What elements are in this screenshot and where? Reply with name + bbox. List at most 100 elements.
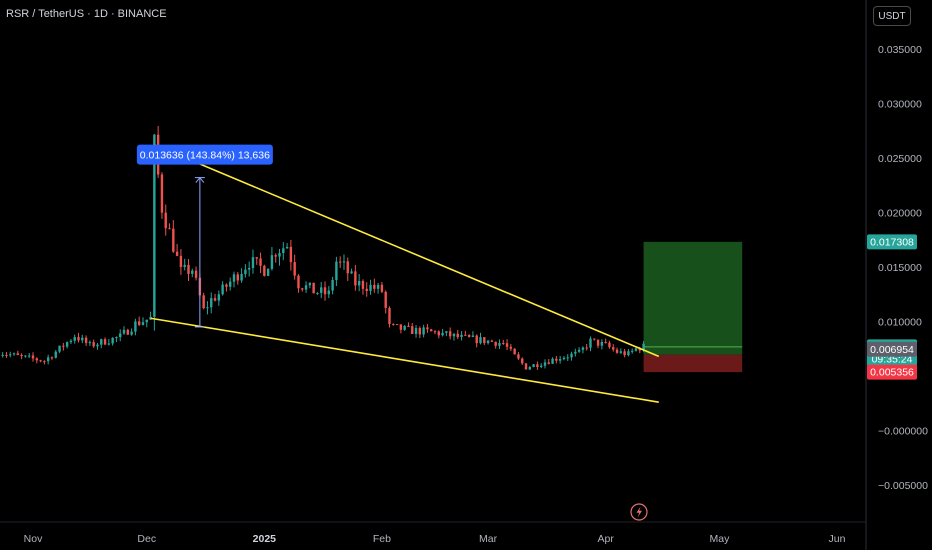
symbol-title[interactable]: RSR / TetherUS · 1D · BINANCE — [6, 8, 167, 20]
candle-body — [384, 291, 387, 308]
candle-body — [24, 355, 27, 357]
candle-body — [266, 268, 270, 276]
candle-body — [81, 337, 84, 341]
candle-body — [172, 228, 175, 252]
candle-body — [308, 282, 312, 286]
candle-body — [179, 255, 183, 268]
lightning-icon[interactable] — [630, 503, 648, 521]
candle — [316, 292, 319, 295]
candle — [301, 287, 304, 292]
price-tick-label: 0.015000 — [878, 262, 922, 274]
candle-body — [206, 307, 209, 309]
candle-body — [274, 255, 277, 257]
candle — [445, 330, 448, 337]
candle — [24, 355, 27, 358]
candle-body — [130, 331, 133, 335]
candle-body — [88, 342, 92, 344]
time-tick-label: Apr — [597, 533, 614, 545]
candle — [35, 357, 38, 364]
candle — [615, 347, 619, 354]
candle — [562, 356, 566, 361]
candle — [505, 339, 509, 351]
candle — [517, 352, 520, 361]
candle-body — [122, 329, 126, 334]
candle — [236, 272, 239, 285]
candle-body — [293, 262, 296, 276]
candle — [619, 348, 623, 354]
candle — [88, 340, 92, 346]
candle-body — [217, 294, 221, 301]
position-zones — [643, 241, 743, 373]
candle — [304, 281, 308, 294]
candle — [471, 331, 475, 338]
time-axis[interactable]: Nov Dec 2025 Feb Mar Apr May Jun — [24, 533, 846, 545]
candle-body — [479, 337, 482, 344]
candle — [581, 346, 585, 354]
candle — [403, 325, 406, 331]
candle — [608, 340, 611, 349]
candle-body — [467, 334, 471, 337]
candle-body — [236, 274, 239, 281]
candle — [631, 348, 634, 354]
candle-body — [452, 333, 456, 337]
candle-body — [581, 347, 585, 350]
trendlines[interactable] — [150, 144, 660, 403]
candle — [28, 353, 31, 358]
candle — [376, 282, 380, 294]
candle-body — [331, 279, 334, 291]
candle — [346, 257, 349, 281]
candle — [627, 349, 630, 357]
candle-body — [570, 353, 573, 358]
candle-body — [202, 295, 205, 309]
candle — [380, 282, 384, 294]
candle-body — [513, 348, 516, 355]
candle — [229, 277, 232, 291]
candle — [323, 281, 327, 301]
candle — [164, 204, 167, 236]
candle — [172, 220, 175, 253]
candle-body — [380, 284, 384, 292]
candle-body — [631, 350, 634, 352]
candle — [490, 339, 494, 343]
candle — [354, 264, 357, 291]
candle — [244, 264, 247, 278]
candle-body — [251, 257, 255, 269]
candle-body — [316, 292, 319, 294]
price-axis[interactable]: 0.035000 0.030000 0.025000 0.020000 0.015000… — [878, 44, 928, 492]
candle — [46, 354, 50, 365]
candle — [524, 363, 528, 370]
candle-body — [191, 270, 194, 274]
candle-body — [521, 358, 524, 364]
candle-body — [464, 334, 467, 336]
candle — [623, 348, 626, 358]
candle — [160, 172, 164, 219]
candle-body — [509, 346, 513, 349]
candle-body — [593, 338, 596, 340]
candle-body — [392, 323, 395, 325]
candle — [475, 334, 478, 348]
candle — [100, 338, 103, 349]
candle — [430, 328, 433, 332]
candle — [312, 282, 315, 294]
candle-body — [240, 274, 243, 281]
candle-body — [232, 274, 236, 282]
measure-tool[interactable]: 0.013636 (143.84%) 13,636 — [136, 144, 273, 328]
currency-selector[interactable]: USDT — [873, 6, 911, 26]
candle-body — [528, 367, 532, 370]
candle — [240, 268, 243, 283]
candle — [414, 325, 418, 338]
candle-body — [213, 298, 217, 301]
candle-body — [615, 349, 619, 353]
candle — [54, 350, 57, 359]
candle — [373, 278, 376, 293]
candle-body — [532, 364, 535, 368]
candle — [1, 352, 4, 358]
candle-body — [600, 341, 604, 346]
candle — [399, 324, 403, 334]
candle — [50, 356, 54, 360]
candle-body — [373, 284, 376, 289]
candle-body — [437, 331, 440, 336]
candle — [9, 351, 12, 358]
